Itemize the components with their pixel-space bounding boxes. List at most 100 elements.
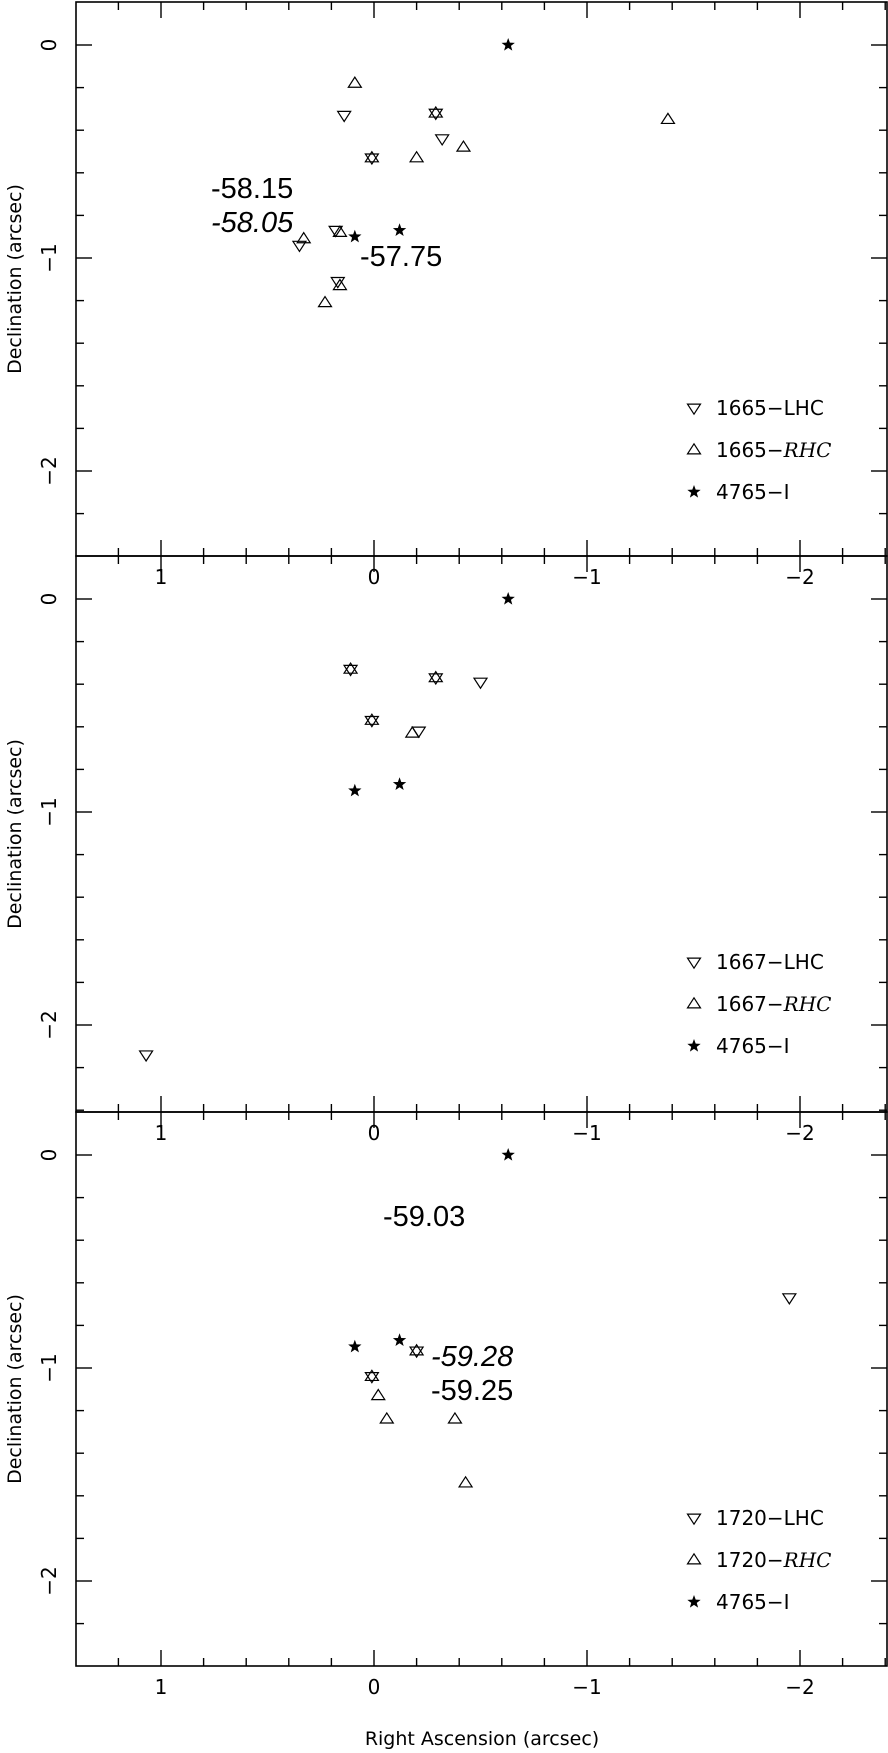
data-point — [408, 150, 425, 163]
y-tick-label: −2 — [37, 1010, 61, 1039]
series-2 — [348, 38, 515, 243]
data-point — [472, 677, 489, 690]
plot-frame — [75, 1, 888, 557]
plot-frame — [75, 555, 888, 1113]
data-point — [404, 725, 420, 738]
y-axis-title: Declination (arcsec) — [4, 1294, 26, 1484]
data-point — [336, 110, 352, 123]
data-point — [330, 276, 346, 289]
data-point — [408, 1343, 425, 1356]
data-point — [348, 783, 362, 797]
x-tick-label: −2 — [785, 1675, 814, 1699]
data-point — [428, 105, 444, 118]
x-tick-label: −1 — [572, 1675, 601, 1699]
data-point — [332, 278, 348, 291]
data-point — [428, 108, 444, 121]
legend-marker — [686, 996, 702, 1009]
data-point — [342, 662, 359, 674]
data-point — [411, 726, 427, 739]
legend: 1720−LHC 1720−RHC 4765−I — [686, 1506, 831, 1614]
legend-label: 1665−LHC — [716, 396, 824, 420]
legend-label: 4765−I — [716, 1590, 790, 1614]
data-point — [364, 715, 380, 728]
y-tick-label: −1 — [37, 1353, 61, 1382]
velocity-annotation: -58.15 — [211, 173, 293, 205]
data-point — [501, 592, 515, 605]
data-point — [364, 713, 380, 725]
series-1 — [364, 1343, 474, 1488]
x-tick-label: 1 — [155, 1675, 168, 1699]
data-point — [364, 1372, 380, 1384]
x-tick-label: 1 — [155, 565, 168, 589]
data-point — [501, 38, 515, 51]
data-point — [457, 1475, 474, 1488]
velocity-annotation: -59.03 — [383, 1201, 465, 1233]
velocity-annotation: -59.25 — [431, 1375, 513, 1407]
x-tick-label: 0 — [368, 1121, 381, 1145]
data-point — [428, 673, 444, 686]
data-point — [447, 1411, 463, 1424]
legend-marker — [686, 403, 702, 416]
velocity-annotation: -57.75 — [360, 241, 442, 273]
data-point — [138, 1050, 154, 1063]
legend-marker — [687, 485, 701, 498]
data-point — [501, 1148, 515, 1161]
legend: 1665−LHC 1665−RHC 4765−I — [686, 396, 831, 504]
data-point — [392, 223, 407, 236]
data-point — [328, 225, 344, 238]
velocity-annotation: -58.05 — [211, 207, 294, 239]
data-point — [660, 112, 676, 125]
legend-label: 4765−I — [716, 1034, 790, 1058]
series-0 — [291, 108, 450, 289]
y-tick-label: −1 — [37, 797, 61, 826]
data-point — [296, 231, 312, 244]
series-1 — [296, 76, 676, 308]
legend-label: 1720−LHC — [716, 1506, 824, 1530]
legend-marker — [686, 442, 702, 455]
y-tick-label: −1 — [37, 243, 61, 272]
legend-marker — [686, 1513, 702, 1526]
series-2 — [348, 1148, 515, 1353]
x-tick-label: 1 — [155, 1121, 168, 1145]
legend-label: 1665−RHC — [716, 438, 831, 462]
data-point — [364, 1369, 380, 1382]
legend-marker — [686, 957, 702, 970]
data-point — [317, 295, 333, 308]
data-point — [455, 139, 472, 152]
y-tick-label: −2 — [37, 1566, 61, 1595]
y-tick-label: 0 — [37, 39, 61, 52]
legend-marker — [687, 1039, 701, 1052]
data-point — [408, 1346, 425, 1359]
data-point — [392, 1333, 407, 1346]
data-point — [379, 1411, 395, 1424]
x-tick-label: 0 — [368, 565, 381, 589]
legend-marker — [686, 1552, 702, 1565]
velocity-annotation: -59.28 — [431, 1341, 513, 1373]
series-0 — [364, 1293, 797, 1384]
data-point — [348, 229, 362, 243]
data-point — [342, 664, 359, 677]
y-tick-label: −2 — [37, 456, 61, 485]
data-point — [364, 150, 380, 163]
series-2 — [348, 592, 515, 797]
legend-marker — [687, 1595, 701, 1608]
y-tick-label: 0 — [37, 1149, 61, 1162]
x-tick-label: 0 — [368, 1675, 381, 1699]
data-point — [781, 1293, 797, 1305]
data-point — [364, 153, 380, 166]
y-tick-label: 0 — [37, 593, 61, 606]
data-point — [428, 670, 444, 683]
data-point — [332, 225, 348, 237]
data-point — [348, 1339, 362, 1353]
legend-label: 1667−RHC — [716, 992, 831, 1016]
y-axis-title: Declination (arcsec) — [4, 739, 26, 929]
plot-frame — [75, 1111, 888, 1667]
data-point — [434, 134, 450, 147]
series-0 — [138, 664, 489, 1063]
y-axis-title: Declination (arcsec) — [4, 184, 26, 374]
legend-label: 4765−I — [716, 480, 790, 504]
